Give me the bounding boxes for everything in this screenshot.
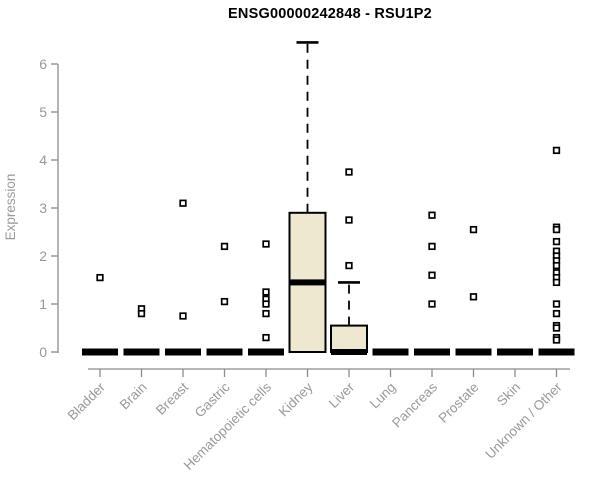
x-tick-label: Prostate	[435, 380, 481, 426]
x-tick-label: Liver	[326, 379, 358, 411]
outlier-point	[96, 273, 104, 282]
outlier-point	[345, 261, 353, 270]
x-tick-label: Gastric	[192, 379, 233, 420]
outlier-point	[552, 237, 561, 246]
y-tick-label: 3	[39, 200, 47, 216]
outlier-point	[345, 168, 353, 176]
outlier-point	[262, 300, 270, 308]
collapsed-box	[165, 348, 201, 356]
outlier-point	[137, 309, 146, 318]
outlier-point	[428, 300, 436, 308]
y-tick-label: 0	[39, 344, 47, 360]
outlier-point	[262, 309, 270, 318]
outlier-point	[552, 225, 561, 234]
x-tick-label: Pancreas	[389, 379, 440, 430]
outlier-point	[262, 240, 270, 248]
outlier-point	[262, 288, 270, 296]
outlier-point	[552, 336, 561, 344]
x-tick-label: Lung	[367, 380, 399, 412]
y-axis-label: Expression	[3, 174, 18, 241]
outlier-point	[220, 297, 229, 306]
y-tick-label: 2	[39, 248, 47, 264]
outlier-point	[345, 216, 353, 224]
collapsed-box	[455, 348, 492, 356]
outlier-point	[469, 225, 478, 234]
y-tick-label: 6	[39, 56, 47, 72]
y-tick-label: 4	[39, 152, 47, 168]
collapsed-box	[497, 348, 533, 356]
collapsed-box	[123, 348, 160, 356]
x-tick-label: Breast	[153, 379, 191, 417]
outlier-point	[552, 300, 561, 308]
collapsed-box	[538, 348, 575, 356]
outlier-point	[220, 242, 229, 251]
y-tick-label: 1	[39, 296, 47, 312]
collapsed-box	[414, 348, 450, 356]
outlier-point	[552, 278, 561, 287]
x-tick-label: Kidney	[276, 379, 316, 419]
x-tick-label: Skin	[494, 380, 523, 409]
median-line	[289, 279, 326, 286]
median-line	[331, 349, 367, 355]
outlier-point	[428, 211, 436, 219]
outlier-point	[469, 293, 478, 301]
outlier-point	[552, 324, 561, 332]
collapsed-box	[372, 348, 409, 356]
outlier-point	[179, 199, 187, 207]
x-tick-label: Bladder	[65, 379, 109, 423]
x-tick-label: Brain	[117, 380, 150, 413]
collapsed-box	[206, 348, 243, 356]
collapsed-box	[248, 348, 284, 356]
outlier-point	[179, 312, 187, 320]
collapsed-box	[82, 348, 118, 356]
chart-title: ENSG00000242848 - RSU1P2	[228, 6, 432, 22]
outlier-point	[428, 271, 436, 279]
y-tick-label: 5	[39, 104, 47, 120]
outlier-point	[552, 309, 561, 318]
outlier-point	[262, 333, 270, 342]
outlier-point	[552, 261, 561, 270]
x-tick-label: Unknown / Other	[482, 379, 565, 462]
outlier-point	[428, 242, 436, 251]
box	[330, 324, 368, 354]
outlier-point	[552, 146, 561, 155]
